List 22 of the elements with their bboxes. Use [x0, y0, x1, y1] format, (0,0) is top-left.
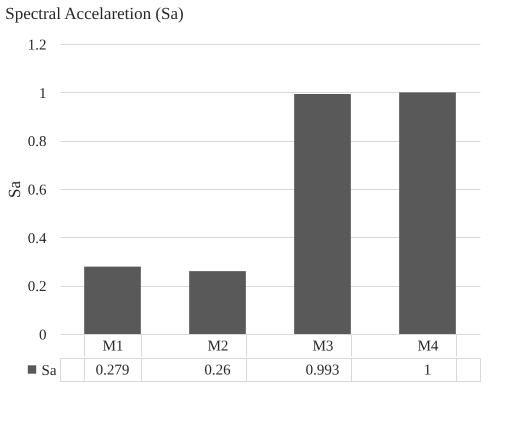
x-tick-label: M3 — [312, 338, 334, 354]
x-tick-label: M1 — [102, 338, 124, 354]
y-tick-label: 0.6 — [28, 182, 47, 198]
bar — [399, 92, 456, 334]
y-tick-label: 0.4 — [28, 230, 47, 247]
bar — [84, 266, 141, 334]
y-tick-label: 0 — [39, 328, 46, 344]
y-axis-title: Sa — [4, 180, 24, 198]
y-tick-label: 0.8 — [28, 134, 46, 150]
data-label: 0.993 — [306, 362, 340, 378]
data-label: 0.279 — [96, 362, 130, 378]
y-tick-label: 1.2 — [28, 38, 46, 54]
x-tick-label: M4 — [418, 338, 439, 354]
legend-label: Sa — [42, 363, 57, 379]
chart-title: Spectral Accelaretion (Sa) — [5, 4, 184, 23]
data-label: 0.26 — [204, 362, 232, 378]
data-label: 1 — [424, 362, 432, 378]
x-tick-label: M2 — [208, 338, 228, 354]
bar — [294, 94, 351, 334]
y-tick-label: 0.2 — [28, 279, 46, 296]
bar — [189, 271, 246, 334]
y-tick-label: 1 — [39, 86, 46, 102]
